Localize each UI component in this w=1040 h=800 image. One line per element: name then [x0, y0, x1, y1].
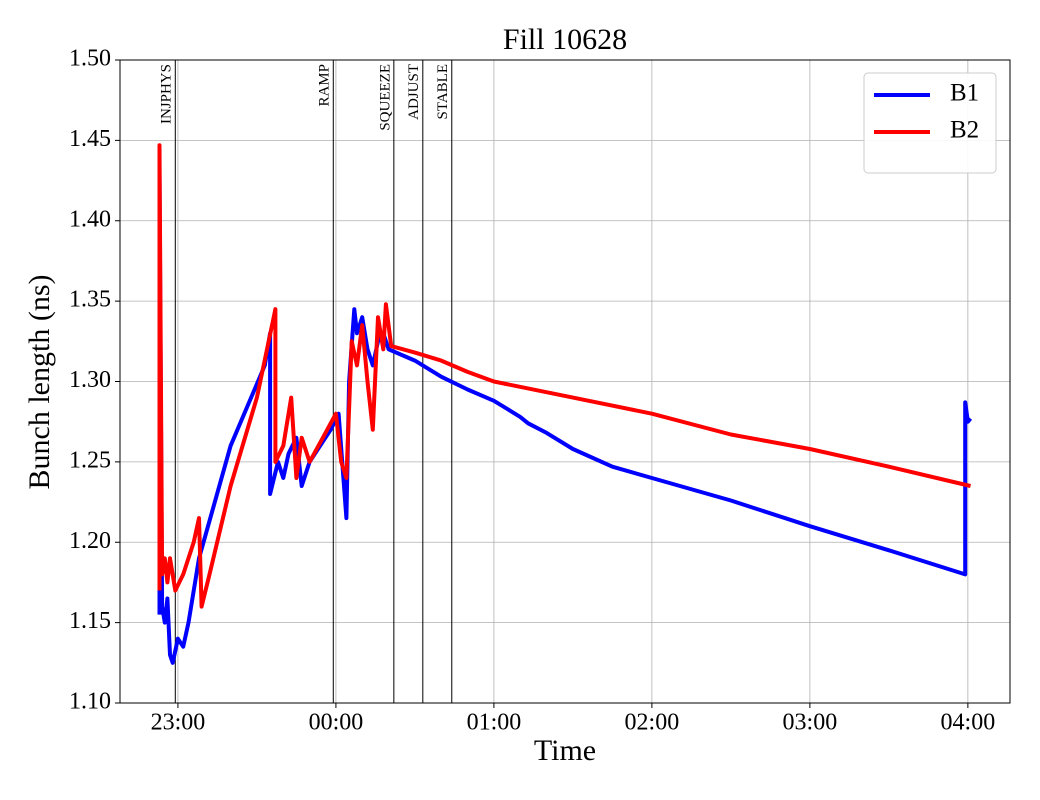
series-line: [157, 143, 971, 609]
x-tick-label: 00:00: [309, 710, 364, 736]
y-tick-label: 1.45: [69, 126, 111, 152]
x-axis-label: Time: [534, 734, 596, 767]
phase-label: RAMP: [317, 64, 333, 107]
phase-label: INJPHYS: [159, 64, 175, 124]
y-tick-label: 1.20: [69, 528, 111, 554]
y-tick-label: 1.15: [69, 608, 111, 634]
x-tick-label: 03:00: [783, 710, 838, 736]
y-tick-label: 1.25: [69, 447, 111, 473]
x-tick-label: 04:00: [941, 710, 996, 736]
grid: [120, 59, 1010, 704]
y-tick-label: 1.50: [69, 46, 111, 72]
series-line: [157, 170, 973, 665]
y-tick-label: 1.35: [69, 287, 111, 313]
x-tick-label: 01:00: [467, 710, 522, 736]
x-tick-label: 02:00: [625, 710, 680, 736]
legend-label: B2: [950, 117, 979, 144]
y-tick-label: 1.30: [69, 367, 111, 393]
plot-area: [157, 60, 973, 703]
phase-label: SQUEEZE: [377, 64, 393, 131]
y-tick-label: 1.40: [69, 206, 111, 232]
chart-title: Fill 10628: [503, 23, 627, 56]
phase-label: STABLE: [435, 64, 451, 119]
x-tick-label: 23:00: [151, 710, 206, 736]
y-tick-label: 1.10: [69, 689, 111, 715]
phase-label: ADJUST: [406, 64, 422, 120]
y-axis-label: Bunch length (ns): [23, 275, 56, 490]
legend-box: [863, 72, 997, 174]
legend-label: B1: [950, 80, 979, 107]
